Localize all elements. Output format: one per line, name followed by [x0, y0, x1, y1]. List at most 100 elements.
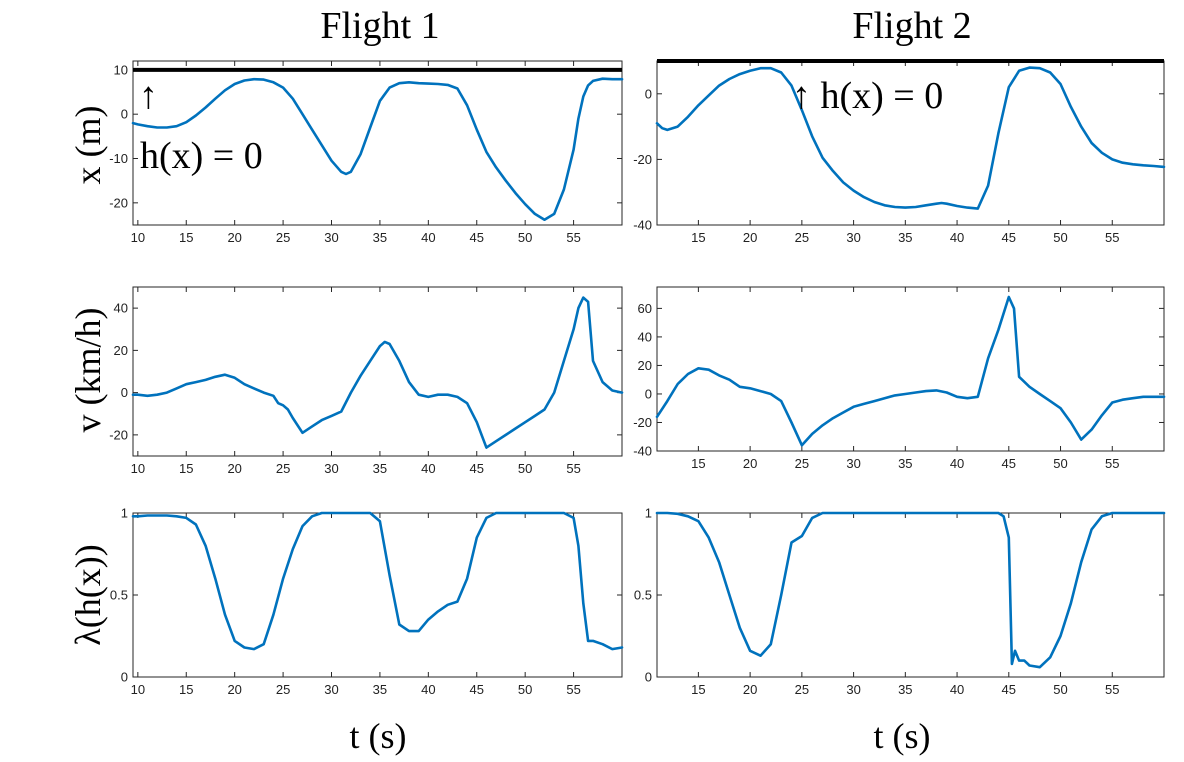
y-tick-label: 0 [645, 670, 652, 685]
x-tick-label: 25 [276, 682, 290, 697]
axes-box-flight2-v [656, 286, 1165, 452]
x-tick-label: 50 [518, 230, 532, 245]
axes-box-flight1-lambda [132, 512, 623, 678]
x-tick-label: 15 [179, 230, 193, 245]
x-tick-label: 40 [950, 456, 964, 471]
y-tick-label: 0.5 [110, 588, 128, 603]
x-tick-label: 15 [691, 682, 705, 697]
y-tick-label: 20 [114, 343, 128, 358]
column-title-flight-2: Flight 2 [852, 5, 971, 47]
y-tick-label: 0.5 [634, 588, 652, 603]
x-tick-label: 40 [950, 682, 964, 697]
y-tick-label: -20 [109, 427, 128, 442]
annotation-constraint-flight-1: h(x) = 0 [140, 135, 263, 177]
y-tick-label: 0 [121, 107, 128, 122]
x-tick-label: 20 [227, 682, 241, 697]
x-tick-label: 45 [1002, 682, 1016, 697]
x-tick-label: 25 [276, 230, 290, 245]
svg-text:λ(h(x)): λ(h(x)) [68, 544, 108, 645]
y-tick-label: -20 [109, 195, 128, 210]
x-tick-label: 45 [470, 230, 484, 245]
x-tick-label: 30 [846, 682, 860, 697]
xlabel-flight-2: t (s) [874, 716, 931, 756]
x-tick-label: 30 [846, 456, 860, 471]
x-tick-label: 20 [743, 456, 757, 471]
y-tick-label: -10 [109, 151, 128, 166]
y-tick-label: 40 [638, 329, 652, 344]
x-tick-label: 55 [1105, 230, 1119, 245]
x-tick-label: 35 [898, 456, 912, 471]
row-ylabel-v: v (km/h) [68, 308, 108, 433]
x-tick-label: 45 [470, 682, 484, 697]
x-tick-label: 50 [518, 682, 532, 697]
y-tick-label: 10 [114, 62, 128, 77]
x-tick-label: 20 [743, 682, 757, 697]
y-tick-label: 0 [121, 670, 128, 685]
x-tick-label: 55 [566, 230, 580, 245]
x-tick-label: 25 [795, 682, 809, 697]
x-tick-label: 55 [566, 461, 580, 476]
axes-box-flight1-x [132, 60, 623, 226]
series-line-flight1-lambda [131, 511, 624, 651]
y-tick-label: -20 [633, 415, 652, 430]
row-ylabel-lambda: λ(h(x)) [68, 544, 108, 645]
x-tick-label: 45 [1002, 456, 1016, 471]
x-tick-label: 30 [324, 461, 338, 476]
svg-text:v (km/h): v (km/h) [68, 308, 108, 433]
x-tick-label: 25 [795, 230, 809, 245]
svg-text:x (m): x (m) [68, 106, 108, 185]
x-tick-label: 35 [373, 461, 387, 476]
column-title-flight-1: Flight 1 [320, 5, 439, 47]
xlabel-flight-1: t (s) [350, 716, 407, 756]
x-tick-label: 20 [743, 230, 757, 245]
series-line-flight2-x [655, 66, 1166, 210]
x-tick-label: 40 [421, 461, 435, 476]
x-tick-label: 40 [421, 682, 435, 697]
series-line-flight1-x [131, 77, 624, 221]
x-tick-label: 45 [1002, 230, 1016, 245]
x-tick-label: 35 [373, 682, 387, 697]
x-tick-label: 50 [518, 461, 532, 476]
panel-flight1-v: 10 15 20 25 30 35 40 45 50 55 40 20 0 -20 [109, 286, 624, 476]
x-tick-label: 20 [227, 461, 241, 476]
x-tick-label: 10 [131, 682, 145, 697]
x-tick-label: 50 [1053, 230, 1067, 245]
x-tick-label: 50 [1053, 456, 1067, 471]
x-tick-label: 35 [373, 230, 387, 245]
y-tick-label: 40 [114, 301, 128, 316]
x-tick-label: 10 [131, 230, 145, 245]
y-tick-label: 0 [645, 86, 652, 101]
axes-box-flight1-v [132, 286, 623, 457]
x-tick-label: 25 [276, 461, 290, 476]
panel-flight2-v: 15 20 25 30 35 40 45 50 55 60 40 20 0 -20 -40 [633, 286, 1166, 471]
x-tick-label: 30 [324, 682, 338, 697]
x-tick-label: 55 [566, 682, 580, 697]
y-tick-label: -40 [633, 444, 652, 459]
y-tick-label: 0 [645, 386, 652, 401]
series-line-flight1-v [131, 296, 624, 449]
x-tick-label: 20 [227, 230, 241, 245]
annotation-constraint-flight-2: ↑ h(x) = 0 [792, 75, 943, 117]
x-tick-label: 15 [179, 461, 193, 476]
x-tick-label: 35 [898, 682, 912, 697]
panel-flight2-x: 15 20 25 30 35 40 45 50 55 0 -20 -40 [633, 59, 1166, 245]
panel-flight1-x: 10 15 20 25 30 35 40 45 50 55 10 0 -10 -20 [109, 60, 624, 245]
panel-flight2-lambda: 15 20 25 30 35 40 45 50 55 1 0.5 0 [634, 506, 1166, 697]
x-tick-label: 40 [950, 230, 964, 245]
x-tick-label: 30 [324, 230, 338, 245]
x-tick-label: 10 [131, 461, 145, 476]
x-tick-label: 25 [795, 456, 809, 471]
series-line-flight2-v [655, 295, 1166, 447]
y-tick-label: 1 [645, 506, 652, 521]
series-line-flight2-lambda [655, 511, 1166, 669]
x-tick-label: 55 [1105, 682, 1119, 697]
annotation-arrow-flight-1: ↑ [139, 75, 158, 117]
x-tick-label: 15 [691, 456, 705, 471]
x-tick-label: 40 [421, 230, 435, 245]
x-tick-label: 15 [691, 230, 705, 245]
x-tick-label: 35 [898, 230, 912, 245]
x-tick-label: 45 [470, 461, 484, 476]
y-tick-label: 60 [638, 301, 652, 316]
y-tick-label: -20 [633, 152, 652, 167]
